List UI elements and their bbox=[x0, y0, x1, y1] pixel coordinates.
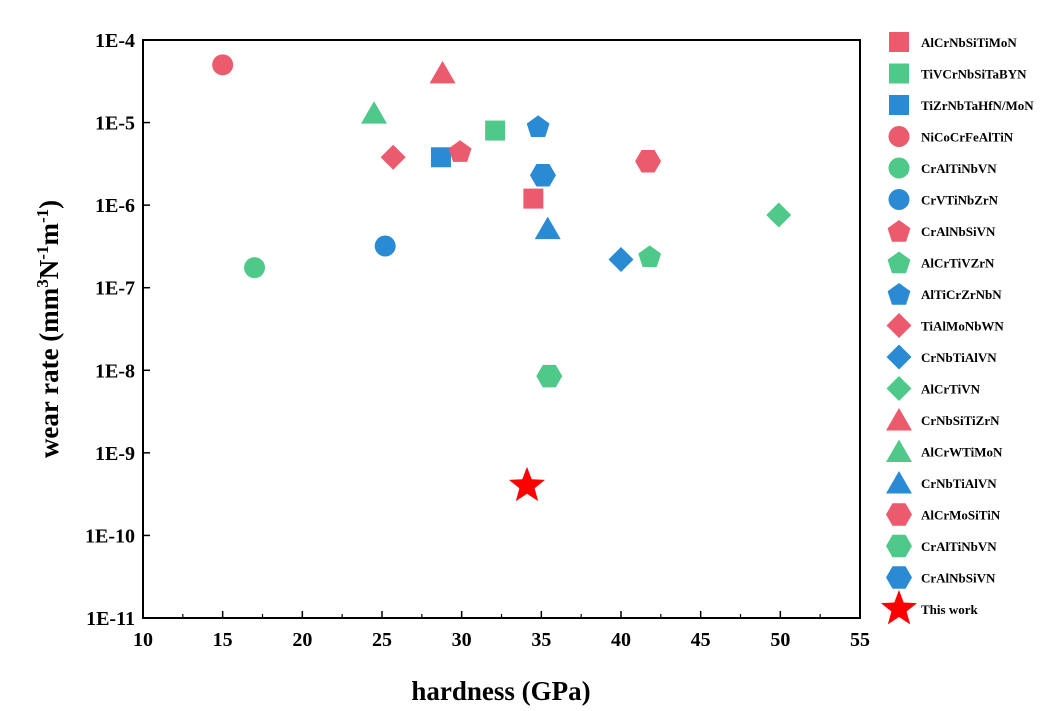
legend-marker bbox=[887, 251, 911, 274]
data-point bbox=[430, 147, 451, 168]
y-tick-label: 1E-5 bbox=[95, 113, 135, 135]
y-axis: 1E-11 1E-10 1E-9 1E-8 1E-7 1E-6 1E-5 1E-4 bbox=[85, 30, 150, 630]
legend-marker bbox=[886, 534, 912, 558]
legend-label: TiAlMoNbWN bbox=[921, 319, 1004, 334]
legend-marker bbox=[889, 63, 909, 84]
x-axis-title: hardness (GPa) bbox=[411, 676, 590, 706]
data-point bbox=[635, 150, 662, 173]
y-tick-label: 1E-11 bbox=[86, 608, 135, 630]
y-tick-label: 1E-10 bbox=[85, 525, 135, 547]
data-point bbox=[212, 54, 234, 76]
legend-label: AlTiCrZrNbN bbox=[921, 287, 1002, 302]
x-tick-label: 15 bbox=[213, 629, 233, 651]
legend-marker bbox=[889, 32, 909, 52]
data-point bbox=[361, 101, 388, 124]
legend-marker bbox=[887, 220, 911, 242]
x-tick-label: 25 bbox=[372, 629, 392, 651]
legend-marker bbox=[889, 95, 909, 115]
legend-label: AlCrWTiMoN bbox=[921, 445, 1003, 460]
y-tick-label: 1E-6 bbox=[95, 195, 135, 217]
legend-label: TiVCrNbSiTaBYN bbox=[921, 67, 1027, 82]
legend-marker bbox=[886, 344, 912, 370]
data-points bbox=[212, 54, 792, 502]
legend-label: TiZrNbTaHfN/MoN bbox=[921, 98, 1034, 113]
x-tick-label: 35 bbox=[531, 629, 551, 651]
y-tick-label: 1E-8 bbox=[95, 360, 135, 382]
legend-marker bbox=[886, 408, 912, 431]
data-point bbox=[508, 466, 546, 502]
legend-marker bbox=[886, 471, 912, 494]
legend-label: CrNbTiAlVN bbox=[921, 476, 997, 491]
legend-label: CrAlNbSiVN bbox=[921, 224, 996, 239]
data-point bbox=[448, 140, 472, 162]
x-axis: 10 15 20 25 30 35 40 45 50 55 bbox=[133, 611, 870, 651]
data-point bbox=[534, 216, 561, 240]
legend: AlCrNbSiTiMoN TiVCrNbSiTaBYN TiZrNbTaHfN/M… bbox=[880, 32, 1034, 625]
legend-label: AlCrNbSiTiMoN bbox=[921, 35, 1017, 50]
legend-marker bbox=[886, 503, 912, 526]
y-tick-label: 1E-7 bbox=[95, 278, 135, 300]
data-point bbox=[244, 257, 266, 279]
data-point bbox=[374, 235, 396, 257]
legend-label: CrVTiNbZrN bbox=[921, 193, 999, 208]
legend-marker bbox=[888, 189, 910, 210]
legend-label: CrNbSiTiZrN bbox=[921, 413, 1000, 428]
x-tick-label: 10 bbox=[133, 629, 153, 651]
x-tick-label: 45 bbox=[691, 629, 711, 651]
data-point bbox=[529, 164, 556, 187]
legend-marker bbox=[886, 376, 912, 401]
y-tick-label: 1E-9 bbox=[95, 443, 135, 465]
data-point bbox=[638, 245, 662, 268]
data-point bbox=[485, 120, 506, 141]
legend-marker bbox=[888, 126, 910, 147]
legend-marker bbox=[886, 439, 912, 462]
legend-label: CrNbTiAlVN bbox=[921, 350, 997, 365]
legend-marker bbox=[880, 590, 918, 625]
legend-label: This work bbox=[921, 602, 978, 617]
legend-label: CrAlTiNbVN bbox=[921, 161, 997, 176]
data-point bbox=[526, 115, 550, 138]
x-tick-label: 20 bbox=[292, 629, 312, 651]
data-point bbox=[536, 364, 563, 388]
legend-label: NiCoCrFeAlTiN bbox=[921, 130, 1014, 145]
legend-label: AlCrTiVZrN bbox=[921, 256, 995, 271]
y-axis-title: wear rate (mm3N-1m-1) bbox=[33, 200, 64, 458]
legend-label: CrAlNbSiVN bbox=[921, 571, 996, 586]
legend-label: AlCrMoSiTiN bbox=[921, 508, 1001, 523]
x-tick-label: 30 bbox=[452, 629, 472, 651]
legend-label: CrAlTiNbVN bbox=[921, 539, 997, 554]
y-tick-label: 1E-4 bbox=[95, 30, 135, 52]
data-point bbox=[766, 202, 792, 228]
legend-marker bbox=[886, 566, 912, 589]
x-tick-label: 55 bbox=[850, 629, 870, 651]
legend-marker bbox=[886, 313, 912, 338]
data-point bbox=[380, 144, 406, 170]
legend-label: AlCrTiVN bbox=[921, 382, 981, 397]
legend-marker bbox=[888, 157, 910, 179]
data-point bbox=[523, 188, 544, 209]
x-tick-label: 40 bbox=[611, 629, 631, 651]
legend-marker bbox=[887, 283, 911, 305]
data-point bbox=[429, 60, 456, 84]
x-tick-label: 50 bbox=[770, 629, 790, 651]
data-point bbox=[608, 246, 634, 272]
